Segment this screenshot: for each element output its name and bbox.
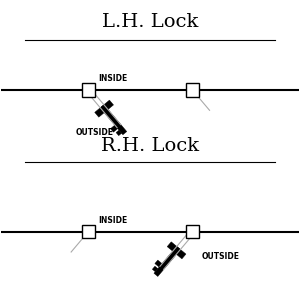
Text: OUTSIDE: OUTSIDE [76,128,114,137]
Bar [82,83,95,97]
Text: INSIDE: INSIDE [98,216,127,225]
Polygon shape [152,266,158,272]
Polygon shape [155,260,162,267]
Bar [186,225,199,238]
Text: INSIDE: INSIDE [98,74,127,83]
Polygon shape [110,125,118,132]
Text: L.H. Lock: L.H. Lock [102,13,198,31]
Polygon shape [116,130,122,136]
Bar [82,225,95,238]
Polygon shape [154,246,181,277]
Polygon shape [100,105,127,135]
Text: R.H. Lock: R.H. Lock [101,137,199,155]
Polygon shape [95,100,113,117]
Bar [186,83,199,97]
Polygon shape [167,242,186,259]
Text: OUTSIDE: OUTSIDE [202,252,240,261]
